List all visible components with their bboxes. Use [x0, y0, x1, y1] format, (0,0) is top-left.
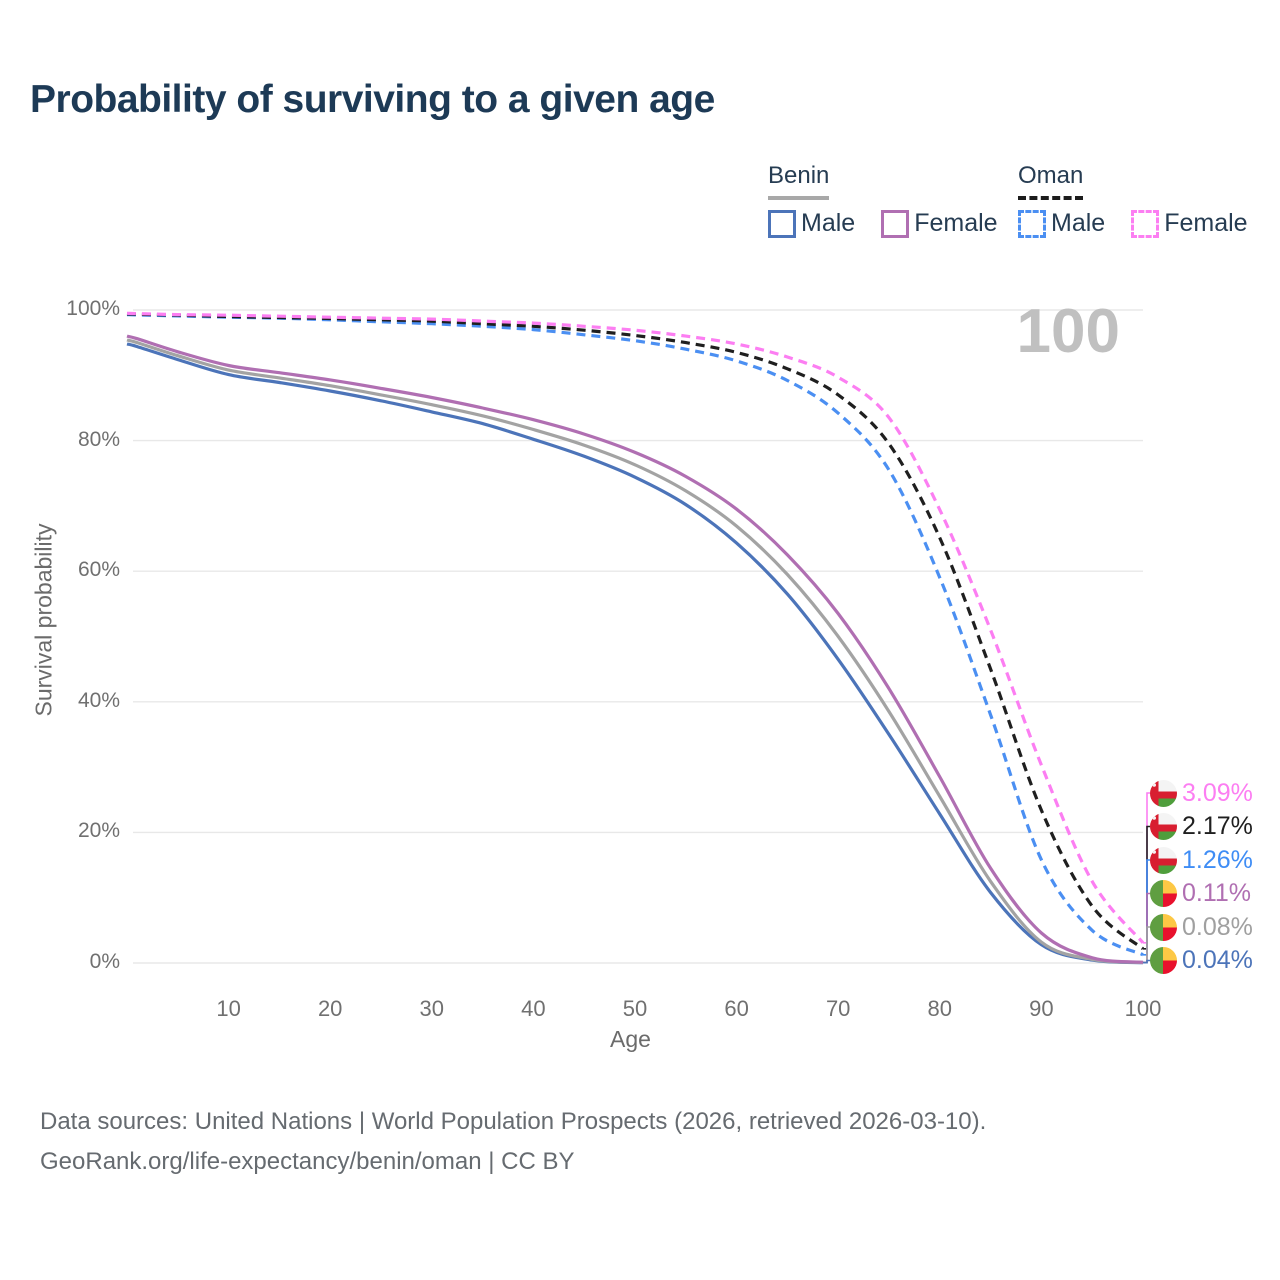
footer-link: GeoRank.org/life-expectancy/benin/oman |… — [40, 1148, 575, 1175]
end-label-oman-male[interactable]: 1.26% — [1150, 845, 1253, 875]
line-benin-male[interactable] — [126, 342, 1144, 965]
end-label-oman-average[interactable]: 2.17% — [1150, 812, 1253, 842]
legend-items-oman: Male Female — [1018, 209, 1248, 238]
benin-flag-icon — [1150, 947, 1177, 974]
legend-label-benin-male: Male — [801, 209, 856, 237]
legend-item-oman-female[interactable]: Female — [1131, 209, 1248, 238]
line-oman-female[interactable] — [126, 311, 1145, 944]
end-label-oman-female[interactable]: 3.09% — [1150, 778, 1253, 808]
y-tick-100: 100% — [66, 297, 120, 320]
end-label-value: 0.04% — [1182, 946, 1253, 974]
y-axis-title: Survival probability — [30, 523, 57, 717]
legend-group-benin: Benin Male Female — [768, 162, 998, 238]
legend-label-benin-female: Female — [914, 209, 998, 237]
end-label-benin-average[interactable]: 0.08% — [1150, 912, 1253, 942]
oman-flag-icon — [1150, 779, 1177, 807]
line-oman-male[interactable] — [126, 313, 1144, 957]
legend-item-benin-male[interactable]: Male — [768, 209, 855, 238]
x-tick-50: 50 — [622, 996, 648, 1021]
survival-curves — [126, 311, 1145, 965]
oman-female-swatch-icon — [1131, 209, 1160, 238]
x-axis-title: Age — [610, 1026, 651, 1052]
end-label-value: 0.08% — [1182, 912, 1253, 941]
age-watermark: 100 — [1017, 297, 1120, 366]
x-tick-40: 40 — [521, 996, 546, 1021]
x-tick-80: 80 — [927, 996, 953, 1021]
line-oman-both[interactable] — [126, 312, 1145, 951]
legend-label-oman-female: Female — [1164, 209, 1248, 237]
end-label-value: 2.17% — [1182, 812, 1253, 840]
x-tick-100: 100 — [1124, 996, 1162, 1021]
end-label-value: 0.11% — [1182, 879, 1252, 907]
legend-heading-oman[interactable]: Oman — [1018, 162, 1084, 200]
end-label-value: 1.26% — [1182, 845, 1253, 874]
y-tick-20: 20% — [77, 819, 120, 843]
legend-heading-benin[interactable]: Benin — [768, 162, 830, 200]
benin-flag-icon — [1150, 880, 1177, 907]
benin-flag-icon — [1150, 913, 1177, 941]
x-tick-30: 30 — [419, 996, 445, 1021]
legend-label-oman-male: Male — [1051, 209, 1106, 237]
x-tick-10: 10 — [216, 996, 241, 1021]
oman-flag-icon — [1150, 846, 1177, 874]
x-tick-70: 70 — [825, 996, 851, 1021]
y-tick-80: 80% — [77, 427, 120, 451]
legend-group-oman: Oman Male Female — [1018, 162, 1248, 238]
legend-item-benin-female[interactable]: Female — [881, 209, 998, 238]
benin-male-swatch-icon — [768, 209, 796, 238]
footer-sources: Data sources: United Nations | World Pop… — [40, 1108, 987, 1135]
line-benin-both[interactable] — [126, 338, 1144, 965]
y-tick-0: 0% — [89, 950, 120, 973]
x-tick-60: 60 — [724, 996, 749, 1021]
y-tick-60: 60% — [77, 558, 120, 582]
end-label-value: 3.09% — [1182, 778, 1253, 807]
x-tick-90: 90 — [1029, 996, 1054, 1021]
legend-item-oman-male[interactable]: Male — [1018, 209, 1105, 238]
benin-female-swatch-icon — [881, 209, 910, 238]
end-label-benin-female[interactable]: 0.11% — [1150, 879, 1251, 909]
end-label-benin-male[interactable]: 0.04% — [1150, 946, 1253, 976]
y-tick-40: 40% — [77, 688, 120, 712]
page-title: Probability of surviving to a given age — [30, 78, 715, 121]
line-benin-female[interactable] — [126, 334, 1144, 964]
oman-male-swatch-icon — [1018, 209, 1046, 238]
oman-flag-icon — [1150, 813, 1177, 840]
x-tick-20: 20 — [317, 996, 343, 1021]
legend-items-benin: Male Female — [768, 209, 998, 238]
